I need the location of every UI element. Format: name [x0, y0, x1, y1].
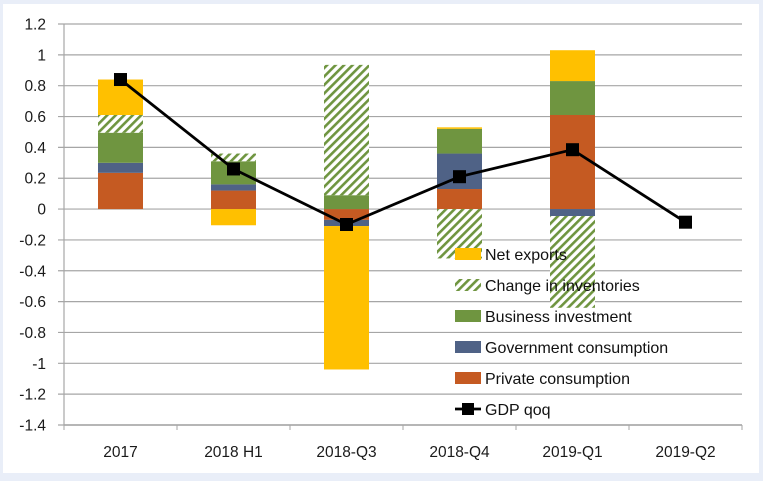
- legend-item: Business investment: [455, 309, 632, 326]
- bar-business-investment-2019-q1: [550, 81, 595, 115]
- bar-business-investment-2018-q3: [324, 195, 369, 210]
- gdp-point-2018-q3: [340, 218, 353, 231]
- y-tick-label: 1.2: [24, 17, 46, 34]
- y-tick-label: 0.2: [24, 171, 46, 188]
- legend-item: GDP qoq: [455, 402, 551, 419]
- legend-swatch-icon: [455, 372, 481, 384]
- x-tick-label: 2017: [103, 444, 137, 461]
- bar-net-exports-2018-q4: [437, 127, 482, 129]
- legend-item: Private consumption: [455, 371, 630, 388]
- bar-government-consumption-2019-q1: [550, 209, 595, 217]
- legend-swatch-icon: [455, 279, 481, 291]
- legend-label: Government consumption: [485, 340, 668, 357]
- legend-label: Business investment: [485, 309, 632, 326]
- gdp-line: [114, 73, 692, 231]
- x-axis-ticks: 2017 2018 H1 2018-Q3 2018-Q4 2019-Q1 2019-Q2: [63, 425, 743, 461]
- bar-net-exports-2018-q3: [324, 226, 369, 370]
- gdp-point-2019-q1: [566, 143, 579, 157]
- gdp-point-2017: [114, 73, 127, 87]
- bar-net-exports-2018-h1: [211, 209, 256, 226]
- bar-change-in-inventories-2017: [98, 114, 143, 133]
- x-tick-label: 2019-Q1: [542, 444, 602, 461]
- bar-change-in-inventories-2018-h1: [211, 153, 256, 162]
- legend-square-marker-icon: [462, 403, 474, 415]
- legend-item: Government consumption: [455, 340, 668, 357]
- legend: Net exports Change in inventories Business…: [455, 247, 668, 419]
- gdp-point-2018-q4: [453, 170, 466, 184]
- y-tick-label: -1: [32, 356, 46, 373]
- bar-business-investment-2018-q4: [437, 128, 482, 154]
- legend-item: Net exports: [455, 247, 567, 264]
- y-tick-label: -0.2: [19, 232, 46, 249]
- y-tick-label: 0.8: [24, 78, 46, 95]
- x-tick-label: 2019-Q2: [655, 444, 715, 461]
- gdp-line-path: [119, 78, 687, 227]
- bar-private-consumption-2019-q1: [550, 114, 595, 210]
- bar-private-consumption-2018-h1: [211, 190, 256, 210]
- gdp-point-2019-q2: [679, 215, 692, 229]
- legend-label: Private consumption: [485, 371, 630, 388]
- y-tick-label: -1.2: [19, 387, 46, 404]
- y-tick-label: 0.4: [24, 140, 46, 157]
- legend-label: Net exports: [485, 247, 567, 264]
- y-tick-label: -0.4: [19, 263, 46, 280]
- y-tick-label: 1: [37, 47, 46, 64]
- y-tick-label: -0.8: [19, 325, 46, 342]
- x-tick-label: 2018-Q4: [429, 444, 490, 461]
- y-tick-label: -1.4: [19, 418, 46, 435]
- bar-change-in-inventories-2019-q1: [550, 216, 595, 308]
- legend-item: Change in inventories: [455, 278, 640, 295]
- axes: [63, 24, 742, 426]
- y-tick-label: 0: [37, 202, 46, 219]
- bar-net-exports-2019-q1: [550, 50, 595, 82]
- bar-private-consumption-2018-q3: [324, 209, 369, 220]
- bar-government-consumption-2017: [98, 162, 143, 173]
- legend-swatch-icon: [455, 248, 481, 260]
- legend-swatch-icon: [455, 341, 481, 353]
- y-tick-label: 0.6: [24, 109, 46, 126]
- legend-label: GDP qoq: [485, 402, 551, 419]
- bar-private-consumption-2017: [98, 172, 143, 210]
- legend-swatch-icon: [455, 310, 481, 322]
- gridlines: [58, 23, 742, 426]
- legend-label: Change in inventories: [485, 278, 640, 295]
- y-axis-ticks: 1.2 1 0.8 0.6 0.4 0.2 0 -0.2 -0.4 -0.6 -0.8 -1 -1.2 -…: [19, 17, 46, 435]
- bars: [98, 50, 595, 370]
- x-tick-label: 2018-Q3: [316, 444, 376, 461]
- y-tick-label: -0.6: [19, 294, 46, 311]
- gdp-point-2018-h1: [227, 162, 240, 176]
- bar-business-investment-2017: [98, 132, 143, 163]
- x-tick-label: 2018 H1: [204, 444, 263, 461]
- bar-government-consumption-2018-h1: [211, 184, 256, 191]
- bar-private-consumption-2018-q4: [437, 189, 482, 210]
- bar-change-in-inventories-2018-q3: [324, 64, 369, 196]
